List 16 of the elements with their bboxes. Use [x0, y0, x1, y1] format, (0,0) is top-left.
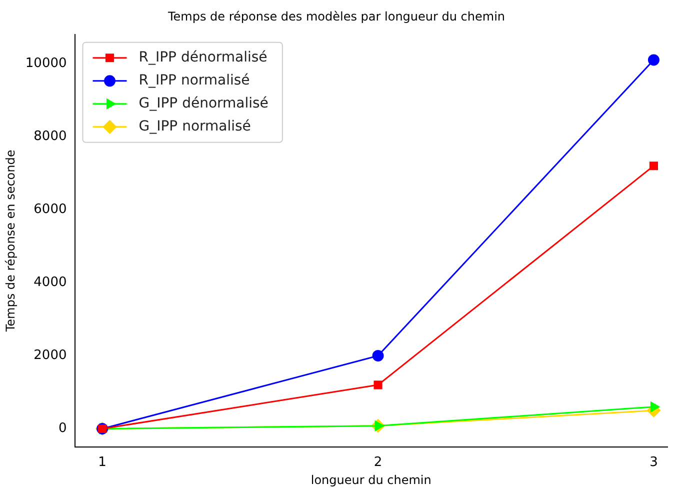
legend-label: R_IPP normalisé: [138, 72, 250, 89]
chart-title: Temps de réponse des modèles par longueur du chemin: [166, 9, 506, 24]
y-tick-label: 4000: [34, 275, 67, 290]
legend-label: G_IPP normalisé: [138, 118, 251, 135]
y-tick-label: 6000: [34, 202, 67, 218]
legend-label: R_IPP dénormalisé: [138, 50, 268, 66]
y-tick-label: 0: [58, 421, 67, 436]
y-tick-label: 2000: [34, 348, 67, 364]
x-tick-label: 3: [650, 455, 658, 470]
x-tick-label: 1: [98, 455, 106, 470]
y-axis-title: Temps de réponse en seconde: [3, 150, 18, 333]
legend-label: G_IPP dénormalisé: [138, 96, 268, 112]
x-axis-title: longueur du chemin: [310, 472, 432, 487]
x-tick-label: 2: [374, 455, 382, 470]
y-tick-label: 10000: [25, 56, 67, 71]
y-tick-label: 8000: [34, 129, 67, 144]
